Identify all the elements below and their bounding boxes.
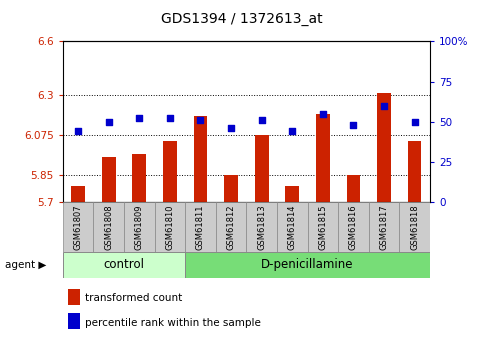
Text: GSM61816: GSM61816	[349, 204, 358, 250]
Point	[74, 128, 82, 134]
Point	[197, 117, 204, 123]
Text: GSM61807: GSM61807	[73, 204, 83, 250]
Text: GSM61813: GSM61813	[257, 204, 266, 250]
Bar	[102, 157, 115, 202]
Bar	[255, 135, 269, 202]
Bar	[163, 141, 177, 202]
Bar	[316, 115, 330, 202]
Bar	[216, 202, 246, 252]
Bar	[71, 186, 85, 202]
Point	[258, 117, 266, 123]
Text: GSM61818: GSM61818	[410, 204, 419, 250]
Point	[288, 128, 296, 134]
Bar	[224, 175, 238, 202]
Text: GSM61815: GSM61815	[318, 204, 327, 249]
Bar	[155, 202, 185, 252]
Point	[135, 116, 143, 121]
Text: GDS1394 / 1372613_at: GDS1394 / 1372613_at	[161, 12, 322, 26]
Point	[380, 103, 388, 108]
Bar	[377, 93, 391, 202]
Bar	[308, 202, 338, 252]
Bar	[246, 202, 277, 252]
Bar	[346, 175, 360, 202]
Bar	[399, 202, 430, 252]
Text: control: control	[103, 258, 144, 271]
Point	[227, 125, 235, 131]
Point	[166, 116, 174, 121]
Bar	[124, 202, 155, 252]
Bar	[185, 202, 216, 252]
Text: GSM61808: GSM61808	[104, 204, 113, 250]
Bar	[369, 202, 399, 252]
Point	[319, 111, 327, 116]
Bar	[277, 202, 308, 252]
Bar	[63, 202, 93, 252]
Bar	[93, 202, 124, 252]
Point	[411, 119, 418, 124]
Text: GSM61811: GSM61811	[196, 204, 205, 249]
Text: GSM61810: GSM61810	[165, 204, 174, 249]
Bar	[408, 141, 422, 202]
Bar	[194, 116, 207, 202]
Point	[105, 119, 113, 124]
Text: D-penicillamine: D-penicillamine	[261, 258, 354, 271]
Text: GSM61817: GSM61817	[380, 204, 388, 250]
Bar	[63, 252, 185, 278]
Text: GSM61814: GSM61814	[288, 204, 297, 249]
Text: transformed count: transformed count	[85, 294, 182, 303]
Bar	[185, 252, 430, 278]
Text: GSM61812: GSM61812	[227, 204, 236, 249]
Text: GSM61809: GSM61809	[135, 204, 144, 249]
Point	[350, 122, 357, 128]
Bar	[285, 186, 299, 202]
Bar	[132, 154, 146, 202]
Bar	[338, 202, 369, 252]
Text: percentile rank within the sample: percentile rank within the sample	[85, 318, 260, 327]
Text: agent ▶: agent ▶	[5, 260, 46, 270]
